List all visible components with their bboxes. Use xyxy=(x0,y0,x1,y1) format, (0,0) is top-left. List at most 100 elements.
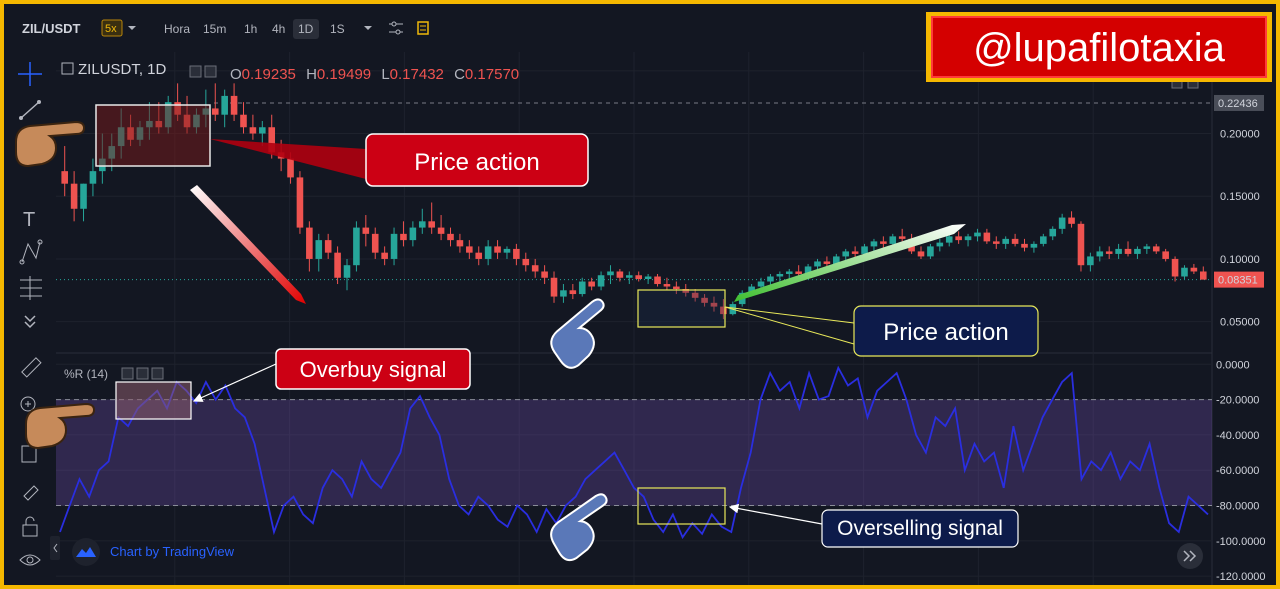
candle-body xyxy=(437,227,445,234)
ohlc-values: O0.19235 H0.19499 L0.17432 C0.17570 xyxy=(230,66,519,83)
candle-body xyxy=(268,127,276,153)
pointing-hand-icon xyxy=(15,120,86,168)
candle-body xyxy=(334,252,341,278)
chevrons-down-icon[interactable] xyxy=(24,315,36,329)
chevron-down-icon[interactable] xyxy=(128,26,136,30)
legend-title: ZILUSDT, 1D xyxy=(78,61,167,78)
tab-1h[interactable]: 1h xyxy=(244,22,257,36)
visibility-icon[interactable] xyxy=(189,65,202,78)
ruler-icon[interactable] xyxy=(21,357,42,378)
crosshair-icon[interactable] xyxy=(18,62,42,86)
price-action-highlight-top xyxy=(95,104,211,167)
tab-1s[interactable]: 1S xyxy=(330,22,345,36)
candle-body xyxy=(748,286,755,293)
candle-body xyxy=(287,158,294,178)
candle-body xyxy=(776,273,784,277)
leverage-badge xyxy=(101,19,123,37)
collapse-icon[interactable] xyxy=(61,62,74,75)
candle-body xyxy=(917,251,925,257)
tradingview-branding[interactable]: Chart by TradingView xyxy=(72,538,235,566)
text-tool-icon[interactable]: T xyxy=(23,209,35,231)
candle-body xyxy=(1134,248,1141,254)
candle-body xyxy=(974,232,981,237)
tab-1d[interactable]: 1D xyxy=(298,22,314,36)
candle-body xyxy=(1181,267,1188,277)
lock-drawing-icon[interactable] xyxy=(23,485,39,501)
overselling-callout xyxy=(821,509,1019,548)
indicator-settings-icon[interactable] xyxy=(136,367,149,380)
candle-body xyxy=(626,275,633,278)
pattern-tool-icon[interactable] xyxy=(19,239,43,265)
candle-body xyxy=(296,177,304,228)
candle-body xyxy=(400,233,407,241)
price-tick-label: 0.20000 xyxy=(1220,129,1260,141)
leverage-label: 5x xyxy=(105,23,117,35)
measure-tool-icon[interactable] xyxy=(20,276,42,300)
candle-body xyxy=(1152,246,1160,252)
annotations: Price action Price action Overbuy signal… xyxy=(95,104,1039,548)
timeframe-dropdown-icon[interactable] xyxy=(364,26,372,30)
pointing-hand-icon xyxy=(550,493,608,562)
candle-body xyxy=(230,95,238,115)
candle-body xyxy=(588,281,595,287)
symbol-label[interactable]: ZIL/USDT xyxy=(22,21,81,36)
wr-tick-label: -20.0000 xyxy=(1216,395,1259,407)
candle-body xyxy=(1021,243,1028,248)
price-action-callout-bottom xyxy=(853,305,1039,357)
eye-icon[interactable] xyxy=(19,554,41,566)
tab-hora[interactable]: Hora xyxy=(164,22,190,36)
candle-body xyxy=(804,266,812,274)
indicator-settings-icon[interactable] xyxy=(389,21,403,35)
candle-body xyxy=(833,256,840,264)
candle-body xyxy=(710,302,718,307)
candle-body xyxy=(701,297,708,303)
scroll-forward-button[interactable] xyxy=(1177,543,1203,569)
trend-line-icon[interactable] xyxy=(19,100,41,120)
sidebar-toggle[interactable] xyxy=(50,536,60,560)
price-tag xyxy=(1214,271,1264,288)
candle-body xyxy=(691,292,699,298)
candle-body xyxy=(221,95,228,115)
tab-15m[interactable]: 15m xyxy=(203,22,226,36)
indicator-remove-icon[interactable] xyxy=(151,367,164,380)
candle-body xyxy=(353,227,360,266)
candle-body xyxy=(597,275,605,287)
candle-body xyxy=(682,289,690,293)
candle-body xyxy=(371,233,379,253)
candle-body xyxy=(362,227,370,234)
price-axis: 0.250000.200000.150000.100000.050000.224… xyxy=(1214,66,1264,329)
candle-body xyxy=(823,261,831,264)
pointing-hand-icon xyxy=(550,298,605,369)
lock-icon[interactable] xyxy=(22,516,38,537)
symbol-legend: ZILUSDT, 1D O0.19235 H0.19499 L0.17432 C… xyxy=(61,61,519,381)
candle-body xyxy=(390,233,398,259)
wr-band xyxy=(56,399,1212,506)
indicator-visibility-icon[interactable] xyxy=(121,367,134,380)
candle-body xyxy=(541,271,548,278)
candle-body xyxy=(513,248,520,259)
candle-body xyxy=(61,171,68,184)
candle-body xyxy=(1190,267,1198,272)
candle-body xyxy=(1002,238,1009,244)
candle-body xyxy=(964,236,972,241)
candle-body xyxy=(757,281,765,287)
price-tag-label: 0.08351 xyxy=(1218,275,1258,287)
tab-4h[interactable]: 4h xyxy=(272,22,285,36)
candle-body xyxy=(607,271,614,276)
candle-body xyxy=(343,265,351,278)
price-action-label-bottom: Price action xyxy=(883,319,1008,346)
branding-text: Chart by TradingView xyxy=(110,544,235,559)
notes-icon[interactable] xyxy=(417,21,429,35)
candle-body xyxy=(616,271,624,278)
candle-body xyxy=(259,127,266,134)
candle-body xyxy=(315,240,323,259)
candle-body xyxy=(503,248,511,253)
candle-body xyxy=(870,241,878,247)
wr-axis: 0.0000 -20.0000 -40.0000 -60.0000 -80.0000 -1… xyxy=(1216,359,1266,583)
svg-text:T: T xyxy=(23,209,35,231)
overselling-label: Overselling signal xyxy=(837,517,1003,540)
wr-tick-label: -120.0000 xyxy=(1216,571,1266,583)
candle-body xyxy=(522,258,530,266)
chevron-left-icon xyxy=(53,543,58,553)
settings-icon[interactable] xyxy=(204,65,217,78)
